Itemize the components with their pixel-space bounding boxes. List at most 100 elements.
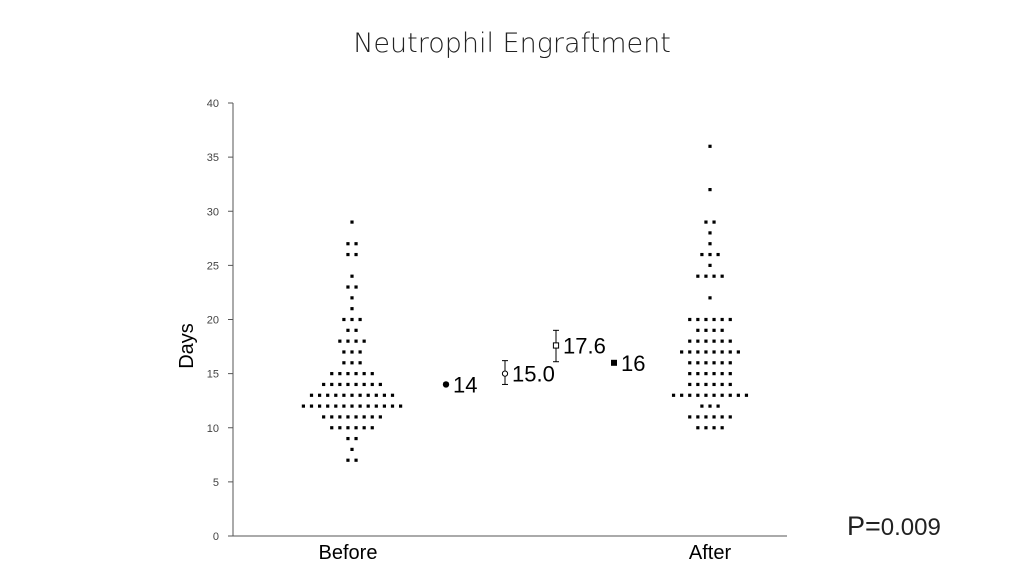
data-point	[334, 404, 338, 408]
data-point	[350, 350, 354, 354]
data-point	[700, 252, 704, 257]
data-point	[354, 252, 358, 257]
data-point	[346, 426, 350, 430]
p-value: P=0.009	[847, 511, 941, 542]
data-point	[720, 328, 724, 332]
data-point	[346, 382, 350, 387]
data-point	[338, 339, 342, 343]
y-tick-label: 10	[207, 423, 219, 435]
summary-label: 15.0	[512, 362, 555, 387]
data-point	[696, 382, 700, 387]
data-point	[358, 317, 362, 322]
data-point	[358, 404, 362, 408]
data-point	[708, 144, 712, 148]
data-point	[362, 372, 366, 376]
data-point	[309, 393, 314, 397]
data-point	[728, 372, 732, 376]
data-points	[301, 144, 749, 462]
data-point	[728, 339, 732, 343]
y-tick-label: 25	[207, 260, 219, 272]
data-point	[696, 339, 700, 343]
data-point	[358, 393, 362, 397]
data-point	[334, 393, 338, 397]
data-point	[696, 361, 700, 365]
summary-markers: 14 15.0 17.6 16	[442, 329, 645, 397]
data-point	[688, 339, 692, 343]
data-point	[720, 317, 724, 322]
data-point	[728, 415, 732, 419]
data-point	[688, 415, 692, 419]
data-point	[712, 220, 716, 224]
data-point	[338, 382, 342, 387]
data-point	[390, 404, 395, 408]
data-point	[309, 404, 314, 408]
data-point	[301, 404, 305, 408]
data-point	[744, 393, 749, 397]
summary-marker	[611, 359, 617, 366]
data-point	[728, 350, 732, 354]
data-point	[720, 350, 724, 354]
summary-marker	[501, 370, 509, 377]
y-ticks: 0 5 10 15 20 25 30 35 40	[207, 98, 233, 543]
data-point	[370, 426, 374, 430]
data-point	[374, 404, 378, 408]
data-point	[720, 361, 724, 365]
data-point	[712, 317, 716, 322]
data-point	[346, 436, 350, 441]
data-point	[696, 328, 700, 332]
summary-label: 14	[453, 372, 477, 397]
data-point	[382, 393, 386, 397]
data-point	[346, 415, 350, 419]
data-point	[704, 328, 708, 332]
data-point	[720, 339, 724, 343]
data-point	[338, 372, 342, 376]
data-point	[700, 404, 704, 408]
data-point	[350, 296, 354, 300]
data-point	[704, 350, 708, 354]
data-point	[342, 404, 346, 408]
data-point	[712, 274, 716, 278]
data-point	[326, 393, 330, 397]
data-point	[716, 252, 720, 257]
data-point	[350, 317, 354, 322]
data-point	[354, 382, 358, 387]
data-point	[696, 274, 700, 278]
data-point	[704, 372, 708, 376]
data-point	[338, 415, 342, 419]
data-point	[704, 361, 708, 365]
data-point	[318, 393, 322, 397]
data-point	[370, 372, 374, 376]
data-point	[322, 382, 326, 387]
data-point	[712, 393, 716, 397]
data-point	[704, 415, 708, 419]
data-point	[399, 404, 403, 408]
data-point	[720, 393, 724, 397]
data-point	[350, 447, 354, 451]
data-point	[350, 307, 354, 311]
data-point	[354, 328, 358, 332]
data-point	[366, 393, 370, 397]
data-point	[354, 458, 358, 462]
y-axis-label: Days	[176, 323, 198, 369]
data-point	[728, 393, 732, 397]
data-point	[342, 317, 346, 322]
data-point	[688, 317, 692, 322]
data-point	[712, 339, 716, 343]
data-point	[696, 415, 700, 419]
data-point	[346, 339, 350, 343]
data-point	[688, 372, 692, 376]
data-point	[696, 317, 700, 322]
data-point	[712, 350, 716, 354]
data-point	[330, 415, 334, 419]
data-point	[354, 372, 358, 376]
data-point	[720, 426, 724, 430]
data-point	[350, 220, 354, 224]
data-point	[362, 382, 366, 387]
data-point	[346, 372, 350, 376]
data-point	[378, 382, 382, 387]
data-point	[326, 404, 330, 408]
data-point	[728, 361, 732, 365]
y-tick-label: 40	[207, 98, 219, 110]
data-point	[330, 382, 334, 387]
